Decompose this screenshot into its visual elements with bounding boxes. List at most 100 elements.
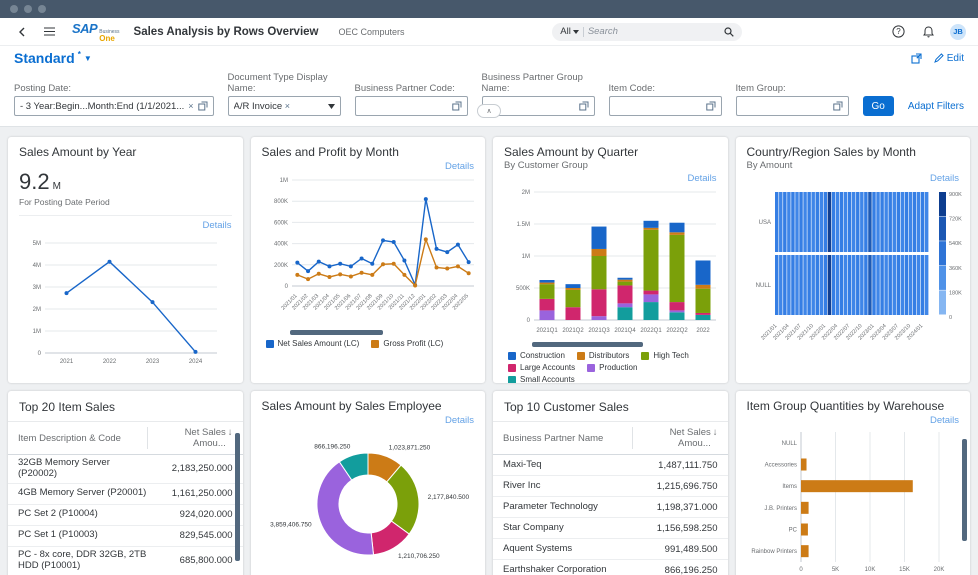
chart-vertical-scrollbar[interactable] — [962, 439, 967, 541]
sales-by-quarter-chart: 2M 1.5M 1M 500K 0 2021Q1 2021Q2 2021Q3 2021Q4 202… — [504, 186, 717, 341]
warehouse-qty-chart: 0 5K 10K 15K 20K NULL Accessories Items J.B. Pri… — [747, 428, 960, 575]
svg-text:2,177,840.500: 2,177,840.500 — [427, 494, 469, 501]
svg-text:2023: 2023 — [146, 359, 160, 365]
value-help-icon[interactable] — [832, 101, 843, 111]
table-row[interactable]: Aquent Systems 991,489.500 — [493, 539, 728, 560]
svg-text:2022Q1: 2022Q1 — [640, 328, 662, 334]
sales-profit-month-chart: 1M 800K 600K 400K 200K 0 2021/01 2021/02 2021/03… — [262, 174, 475, 329]
company-name: OEC Computers — [338, 26, 405, 37]
table-row[interactable]: 4GB Memory Server (P20001) 1,161,250.000 — [8, 484, 243, 505]
column-header-sorted[interactable]: Net Sales Amou... ↓ — [631, 427, 718, 449]
table-row[interactable]: 32GB Memory Server (P20002) 2,183,250.000 — [8, 455, 243, 484]
table-row[interactable]: River Inc 1,215,696.750 — [493, 476, 728, 497]
legend-item: Small Accounts — [508, 375, 575, 383]
table-header: Item Description & Code Net Sales Amou..… — [8, 421, 243, 455]
column-header[interactable]: Item Description & Code — [18, 432, 121, 444]
table-row[interactable]: PC - 8x core, DDR 32GB, 2TB HDD (P10001)… — [8, 547, 243, 575]
share-button[interactable] — [911, 52, 922, 64]
pencil-icon — [933, 53, 944, 63]
svg-text:800K: 800K — [273, 199, 287, 205]
table-row[interactable]: PC Set 2 (P10004) 924,020.000 — [8, 505, 243, 526]
svg-text:10K: 10K — [864, 567, 875, 573]
document-type-input[interactable]: A/R Invoice × — [227, 96, 341, 116]
legend-item: Large Accounts — [508, 363, 575, 372]
legend-item: Production — [587, 363, 637, 372]
search-scope-select[interactable]: All — [560, 26, 579, 37]
help-icon[interactable]: ? — [890, 23, 908, 41]
card-top-customers: Top 10 Customer Sales Business Partner N… — [493, 391, 728, 575]
search-input[interactable]: Search — [587, 26, 618, 37]
posting-date-input[interactable]: - 3 Year:Begin...Month:End (1/1/2021... … — [14, 96, 214, 116]
bp-group-input[interactable] — [481, 96, 595, 116]
filter-bp-code: Business Partner Code: — [354, 83, 468, 116]
card-subtitle: By Customer Group — [504, 160, 588, 171]
window-control-dot[interactable] — [24, 5, 32, 13]
svg-text:20K: 20K — [933, 567, 944, 573]
app-finder-icon[interactable] — [40, 23, 58, 41]
value-help-icon[interactable] — [197, 101, 208, 111]
column-header[interactable]: Business Partner Name — [503, 432, 604, 444]
window-control-dot[interactable] — [10, 5, 18, 13]
value-help-icon[interactable] — [451, 101, 462, 111]
svg-text:NULL: NULL — [755, 283, 771, 289]
table-row[interactable]: Earthshaker Corporation 866,196.250 — [493, 560, 728, 575]
app-header: SAP Business One Sales Analysis by Rows … — [0, 18, 978, 46]
details-link[interactable]: Details — [929, 173, 959, 184]
value-help-icon[interactable] — [705, 101, 716, 111]
details-link[interactable]: Details — [444, 161, 474, 172]
user-avatar[interactable]: JB — [949, 23, 966, 40]
collapse-header-button[interactable]: ∧ — [477, 104, 501, 118]
card-sales-by-quarter: Sales Amount by Quarter By Customer Grou… — [493, 137, 728, 383]
notifications-bell-icon[interactable] — [920, 23, 938, 41]
details-link[interactable]: Details — [444, 415, 474, 426]
svg-text:1M: 1M — [33, 329, 41, 335]
svg-text:1,210,706.250: 1,210,706.250 — [398, 553, 440, 560]
item-group-input[interactable] — [735, 96, 849, 116]
chart-horizontal-scrollbar[interactable] — [532, 342, 643, 347]
go-button[interactable]: Go — [862, 96, 894, 116]
svg-text:1,023,871.250: 1,023,871.250 — [388, 445, 430, 452]
token-remove-icon[interactable]: × — [188, 101, 194, 111]
edit-button[interactable]: Edit — [933, 53, 964, 64]
legend-item: Construction — [508, 351, 565, 360]
global-search[interactable]: All Search — [552, 22, 743, 41]
svg-text:2021Q3: 2021Q3 — [588, 328, 610, 334]
svg-text:5M: 5M — [33, 241, 41, 247]
column-header-sorted[interactable]: Net Sales Amou... ↓ — [146, 427, 233, 449]
kpi-value: 9.2 — [19, 169, 50, 194]
svg-text:2M: 2M — [33, 307, 41, 313]
details-link[interactable]: Details — [687, 173, 717, 184]
svg-text:540K: 540K — [949, 241, 962, 247]
svg-text:0: 0 — [527, 318, 531, 324]
svg-text:Rainbow Printers: Rainbow Printers — [751, 549, 797, 555]
details-link[interactable]: Details — [202, 220, 232, 231]
adapt-filters-link[interactable]: Adapt Filters — [907, 101, 965, 112]
svg-text:2024: 2024 — [189, 359, 203, 365]
window-control-dot[interactable] — [38, 5, 46, 13]
search-icon[interactable] — [724, 26, 734, 37]
details-link[interactable]: Details — [929, 415, 959, 426]
bp-code-input[interactable] — [354, 96, 468, 116]
svg-text:900K: 900K — [949, 192, 962, 198]
chevron-down-icon[interactable] — [327, 102, 335, 111]
table-body: 32GB Memory Server (P20002) 2,183,250.000… — [8, 455, 243, 575]
variant-selector[interactable]: Standard * ▼ — [14, 50, 92, 66]
svg-text:0: 0 — [799, 567, 803, 573]
item-code-input[interactable] — [608, 96, 722, 116]
svg-text:0: 0 — [949, 315, 952, 321]
table-row[interactable]: Star Company 1,156,598.250 — [493, 518, 728, 539]
value-help-icon[interactable] — [578, 101, 589, 111]
back-button[interactable] — [12, 23, 30, 41]
table-row[interactable]: Maxi-Teq 1,487,111.750 — [493, 455, 728, 476]
svg-text:2022: 2022 — [103, 359, 117, 365]
table-row[interactable]: PC Set 1 (P10003) 829,545.000 — [8, 526, 243, 547]
svg-text:USA: USA — [758, 220, 770, 226]
token-remove-icon[interactable]: × — [284, 100, 291, 111]
table-vertical-scrollbar[interactable] — [234, 433, 240, 561]
filter-bp-group: Business Partner Group Name: — [481, 72, 595, 116]
table-row[interactable]: Parameter Technology 1,198,371.000 — [493, 497, 728, 518]
legend-item: Gross Profit (LC) — [371, 339, 443, 348]
filter-item-code: Item Code: — [608, 83, 722, 116]
chevron-down-icon — [572, 29, 579, 34]
chart-horizontal-scrollbar[interactable] — [289, 330, 383, 335]
